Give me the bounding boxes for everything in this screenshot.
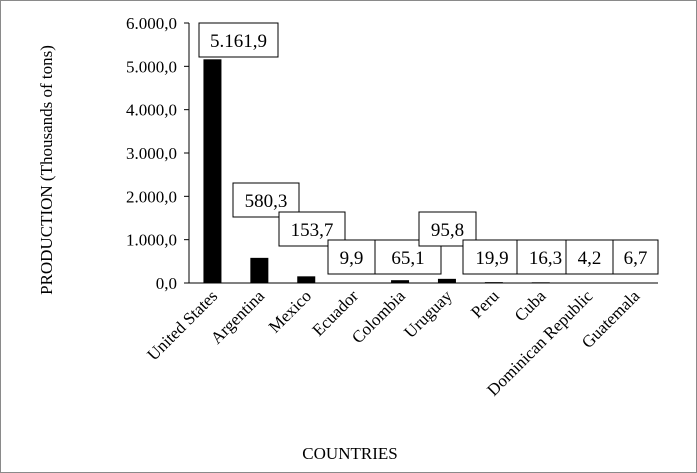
bar <box>250 257 269 283</box>
y-tick-label: 6.000,0 <box>126 14 177 33</box>
data-label: 65,1 <box>391 248 424 269</box>
bars <box>203 59 644 284</box>
data-label-box <box>198 22 279 58</box>
y-tick-label: 2.000,0 <box>126 187 177 206</box>
x-axis-label: COUNTRIES <box>302 444 397 463</box>
data-label: 19,9 <box>475 248 508 269</box>
y-tick-label: 0,0 <box>156 274 177 293</box>
bar <box>344 282 363 284</box>
data-label: 6,7 <box>624 248 648 269</box>
bar <box>437 278 456 283</box>
y-tick-label: 3.000,0 <box>126 144 177 163</box>
data-label-box <box>232 182 300 218</box>
data-label-box <box>462 239 522 275</box>
data-label: 16,3 <box>529 248 562 269</box>
data-label-box <box>565 239 614 275</box>
y-tick-label: 4.000,0 <box>126 101 177 120</box>
bar <box>203 59 222 284</box>
bar <box>297 276 316 283</box>
data-label: 9,9 <box>340 248 364 269</box>
bar <box>531 282 550 283</box>
y-axis-label: PRODUCTION (Thousands of tons) <box>37 45 56 295</box>
y-tick-label: 1.000,0 <box>126 231 177 250</box>
data-label-box <box>612 239 659 275</box>
data-label: 5.161,9 <box>210 31 267 52</box>
data-label: 153,7 <box>291 220 334 241</box>
bar <box>578 282 597 284</box>
data-label: 4,2 <box>578 248 602 269</box>
data-label-box <box>516 239 575 275</box>
bar <box>625 282 644 284</box>
bar <box>391 280 410 283</box>
data-label: 580,3 <box>245 191 288 212</box>
y-axis-ticks: 0,0 1.000,0 2.000,0 3.000,0 4.000,0 5.000,0 6.… <box>126 14 189 293</box>
y-tick-label: 5.000,0 <box>126 57 177 76</box>
data-label: 95,8 <box>431 220 464 241</box>
bar <box>484 282 503 283</box>
data-label-box <box>327 239 376 275</box>
